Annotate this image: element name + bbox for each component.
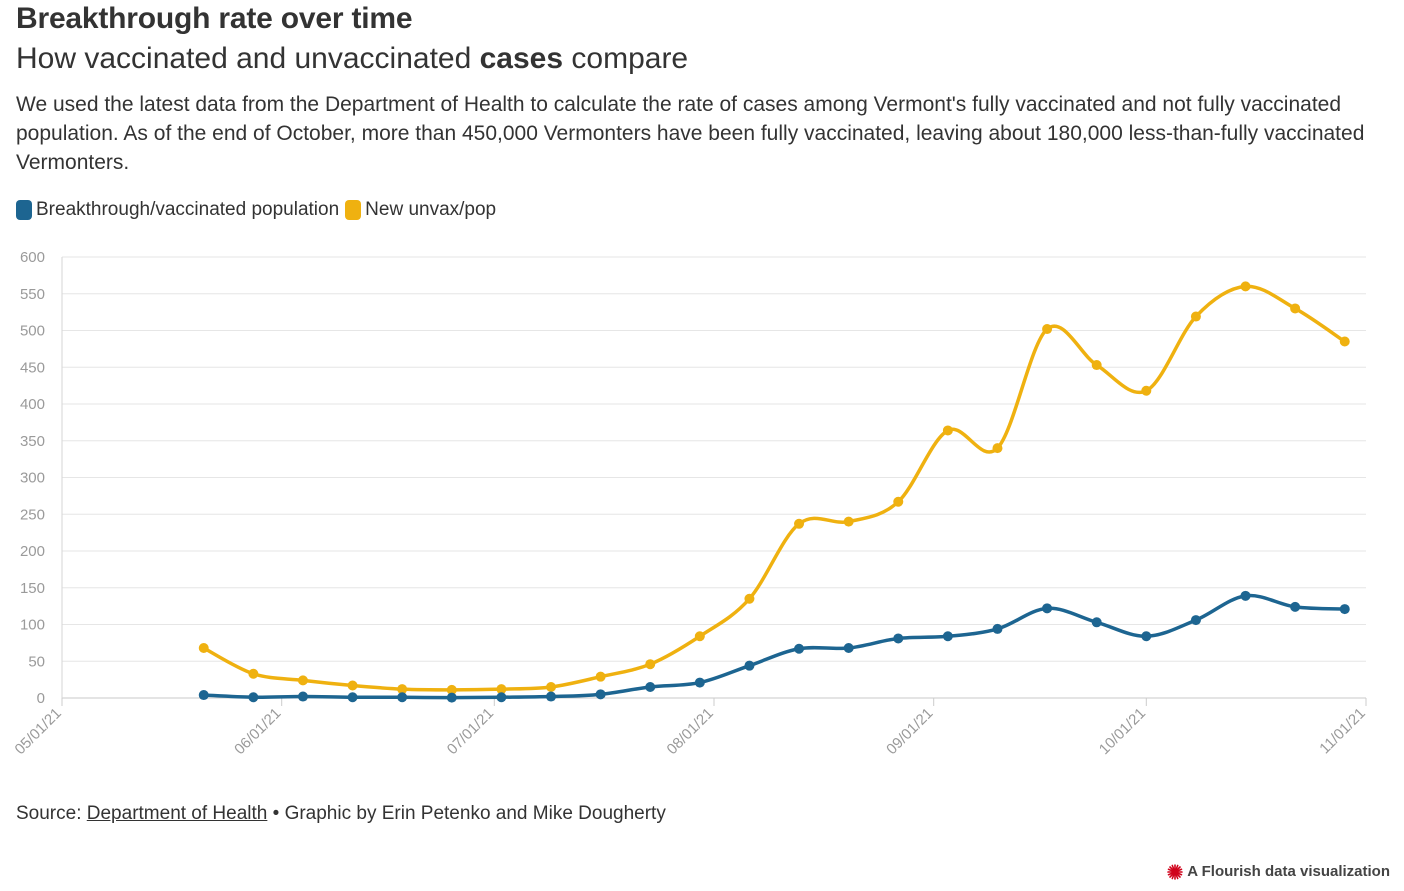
chart-description: We used the latest data from the Departm…	[16, 93, 1365, 174]
data-point-unvax	[992, 443, 1003, 454]
data-point-unvax	[248, 668, 259, 679]
data-point-unvax	[347, 680, 358, 691]
legend-swatch-breakthrough	[16, 200, 32, 220]
data-point-breakthrough	[546, 691, 556, 702]
data-point-breakthrough	[1141, 631, 1152, 642]
data-point-unvax	[297, 675, 308, 686]
y-tick-label: 300	[20, 470, 45, 487]
flourish-credit[interactable]: A Flourish data visualization	[1167, 863, 1390, 880]
legend-label-unvax: New unvax/pop	[365, 199, 497, 220]
data-point-unvax	[1339, 336, 1350, 347]
y-tick-label: 600	[20, 249, 45, 266]
data-point-breakthrough	[595, 689, 606, 700]
data-point-breakthrough	[744, 660, 755, 671]
data-point-breakthrough	[297, 691, 308, 702]
x-tick-label: 09/01/21	[883, 705, 936, 758]
x-tick-label: 11/01/21	[1316, 705, 1369, 758]
y-tick-label: 150	[20, 580, 45, 597]
chart-title: Breakthrough rate over time	[16, 2, 413, 35]
y-axis: 0 50 100 150 200 250 300 350 400 450 500 550 600	[20, 249, 45, 707]
data-point-breakthrough	[496, 692, 507, 703]
y-tick-label: 200	[20, 543, 45, 560]
data-point-breakthrough	[645, 681, 656, 692]
y-tick-label: 450	[20, 359, 45, 376]
data-point-breakthrough	[198, 690, 209, 701]
subtitle-post: compare	[563, 42, 689, 75]
data-point-breakthrough	[446, 692, 457, 703]
data-point-breakthrough	[1240, 590, 1251, 601]
x-axis: 05/01/21 06/01/21 07/01/21 08/01/21 09/01/21…	[12, 698, 1369, 758]
series-group	[198, 281, 1350, 703]
data-point-unvax	[446, 684, 457, 695]
source-line: Source: Department of Health • Graphic b…	[16, 803, 666, 825]
data-point-breakthrough	[397, 692, 408, 703]
legend-item-unvax[interactable]: New unvax/pop	[345, 199, 496, 221]
source-prefix: Source:	[16, 803, 87, 824]
data-point-unvax	[744, 593, 755, 604]
x-tick-label: 07/01/21	[444, 705, 497, 758]
x-tick-label: 10/01/21	[1096, 705, 1149, 758]
line-chart: 0 50 100 150 200 250 300 350 400 450 500 550 600 05/…	[12, 249, 1369, 758]
x-tick-label: 06/01/21	[231, 705, 284, 758]
data-point-unvax	[1190, 311, 1201, 322]
chart-subtitle: How vaccinated and unvaccinated cases co…	[16, 42, 688, 76]
data-point-unvax	[843, 516, 854, 527]
data-point-unvax	[942, 425, 953, 436]
y-tick-label: 400	[20, 396, 45, 413]
x-tick-label: 08/01/21	[664, 705, 717, 758]
data-point-unvax	[694, 631, 705, 642]
legend: Breakthrough/vaccinated population New u…	[16, 199, 502, 221]
y-tick-label: 350	[20, 433, 45, 450]
legend-swatch-unvax	[345, 200, 362, 220]
data-point-unvax	[1141, 385, 1152, 396]
data-point-unvax	[595, 671, 606, 682]
data-point-breakthrough	[694, 677, 705, 688]
x-tick-label: 05/01/21	[12, 705, 65, 758]
legend-item-breakthrough[interactable]: Breakthrough/vaccinated population	[16, 199, 339, 221]
y-tick-label: 500	[20, 323, 45, 340]
y-tick-label: 550	[20, 286, 45, 303]
y-tick-label: 50	[28, 653, 45, 670]
data-point-breakthrough	[347, 692, 358, 703]
data-point-unvax	[1290, 303, 1301, 314]
source-link[interactable]: Department of Health	[86, 803, 268, 824]
series-line-breakthrough	[201, 593, 1347, 700]
data-point-unvax	[893, 496, 904, 507]
data-point-breakthrough	[794, 643, 805, 654]
data-point-unvax	[645, 659, 656, 670]
y-tick-label: 0	[37, 690, 45, 707]
data-point-breakthrough	[992, 623, 1003, 634]
data-point-unvax	[546, 681, 556, 692]
data-point-breakthrough	[1339, 604, 1350, 615]
data-point-unvax	[794, 518, 805, 529]
subtitle-pre: How vaccinated and unvaccinated	[16, 42, 480, 75]
data-point-unvax	[1042, 324, 1053, 335]
y-tick-label: 100	[20, 617, 45, 634]
y-tick-label: 250	[20, 506, 45, 523]
subtitle-bold: cases	[479, 42, 564, 75]
grid-lines	[61, 256, 1366, 699]
credit-text: • Graphic by Erin Petenko and Mike Dough…	[267, 803, 666, 824]
legend-label-breakthrough: Breakthrough/vaccinated population	[36, 199, 340, 220]
data-point-unvax	[1091, 360, 1102, 371]
data-point-breakthrough	[942, 631, 953, 642]
data-point-unvax	[397, 684, 408, 695]
data-point-breakthrough	[893, 633, 904, 644]
data-point-unvax	[198, 643, 209, 654]
flourish-label: A Flourish data visualization	[1187, 863, 1390, 880]
data-point-breakthrough	[1091, 617, 1102, 628]
data-point-breakthrough	[1190, 615, 1201, 626]
flourish-logo-icon	[1167, 863, 1183, 880]
data-point-breakthrough	[843, 643, 854, 654]
data-point-breakthrough	[248, 692, 259, 703]
data-point-breakthrough	[1290, 601, 1301, 612]
data-point-breakthrough	[1042, 603, 1053, 614]
data-point-unvax	[1240, 281, 1251, 292]
data-point-unvax	[496, 684, 507, 695]
